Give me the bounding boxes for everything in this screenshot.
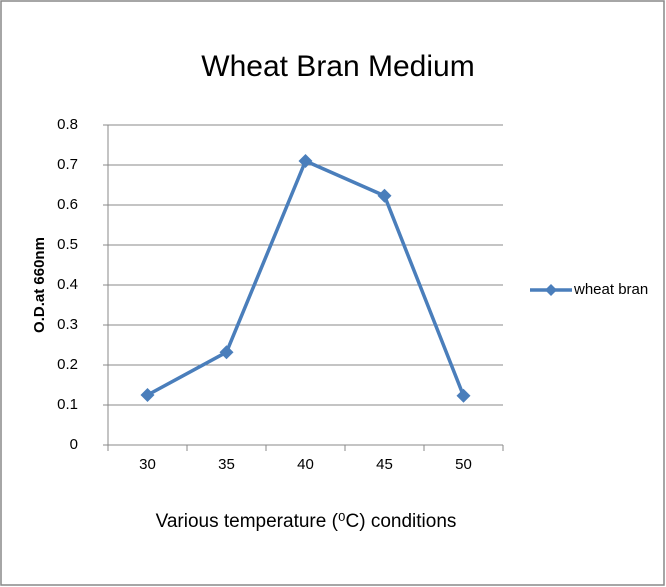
y-axis-label: O.D.at 660nm [31,237,48,333]
x-axis-label: Various temperature (⁰C) conditions [156,511,457,532]
marker [377,188,392,203]
y-tick-label: 0.1 [57,396,78,413]
chart-title: Wheat Bran Medium [201,50,474,83]
y-tick-label: 0.5 [57,236,78,253]
marker [140,388,155,402]
x-tick-label: 40 [297,456,314,473]
x-tick-label: 50 [455,456,472,473]
y-tick-label: 0.4 [57,276,78,293]
legend-marker [545,284,557,296]
y-tick-label: 0.3 [57,316,78,333]
y-tick-label: 0.2 [57,356,78,373]
x-tick-label: 35 [218,456,235,473]
x-tick-label: 30 [139,456,156,473]
y-tick-label: 0.6 [57,196,78,213]
marker [298,154,313,168]
marker [219,345,234,360]
marker [456,388,471,403]
x-tick-label: 45 [376,456,393,473]
y-tick-label: 0.8 [57,116,78,133]
y-tick-label: 0 [70,436,78,453]
y-tick-label: 0.7 [57,156,78,173]
legend-label: wheat bran [573,281,648,298]
